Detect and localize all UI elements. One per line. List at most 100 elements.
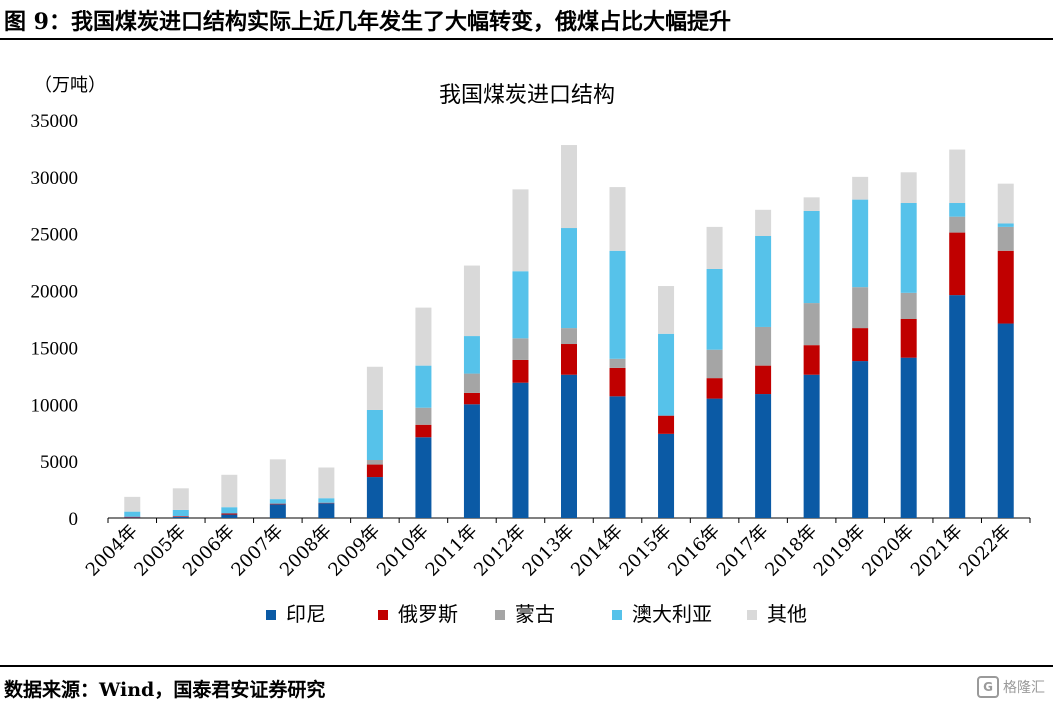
bar-segment-印尼 (269, 504, 286, 518)
chart-title: 我国煤炭进口结构 (439, 83, 615, 108)
bar-segment-印尼 (318, 503, 335, 518)
x-tick-label: 2007年 (227, 521, 287, 581)
bar-segment-澳大利亚 (318, 498, 335, 503)
bar-segment-蒙古 (852, 287, 869, 329)
bar-segment-蒙古 (366, 460, 383, 465)
y-tick-label: 0 (69, 509, 79, 530)
bar-segment-澳大利亚 (803, 210, 820, 304)
legend-label: 澳大利亚 (632, 602, 712, 626)
bar-segment-其他 (463, 265, 480, 337)
bar-segment-其他 (803, 197, 820, 211)
watermark-logo-icon: G (977, 676, 999, 698)
bar-segment-蒙古 (512, 338, 529, 360)
bar-segment-其他 (366, 366, 383, 410)
bar-segment-澳大利亚 (269, 499, 286, 504)
bar-segment-俄罗斯 (900, 319, 917, 358)
bar-segment-澳大利亚 (463, 336, 480, 374)
bar-segment-澳大利亚 (997, 223, 1014, 227)
bar-segment-其他 (172, 488, 189, 510)
bar-segment-俄罗斯 (561, 344, 577, 375)
x-tick-label: 2006年 (179, 521, 239, 581)
x-tick-label: 2020年 (858, 521, 918, 581)
bar-segment-俄罗斯 (512, 359, 529, 383)
bar-segment-澳大利亚 (658, 333, 675, 416)
bar-segment-其他 (852, 176, 869, 200)
bar-segment-俄罗斯 (172, 516, 189, 517)
bar-segment-其他 (269, 459, 286, 500)
figure-title: 图 9：我国煤炭进口结构实际上近几年发生了大幅转变，俄煤占比大幅提升 (4, 9, 731, 35)
bar-segment-印尼 (561, 374, 577, 518)
figure-header: 图 9：我国煤炭进口结构实际上近几年发生了大幅转变，俄煤占比大幅提升 (0, 0, 1053, 40)
bar-segment-其他 (124, 496, 141, 512)
bar-segment-澳大利亚 (561, 228, 577, 329)
bar-segment-蒙古 (900, 292, 917, 319)
bar-segment-印尼 (706, 398, 723, 518)
bar-segment-澳大利亚 (415, 365, 432, 408)
bar-segment-其他 (512, 189, 529, 272)
bar-segment-澳大利亚 (900, 203, 917, 293)
bar-segment-澳大利亚 (609, 250, 626, 359)
bar-segment-其他 (900, 172, 917, 204)
bar-segment-俄罗斯 (221, 513, 238, 515)
bar-segment-澳大利亚 (221, 507, 238, 514)
bar-segment-印尼 (221, 514, 238, 518)
bar-segment-俄罗斯 (706, 378, 723, 399)
bar-segment-印尼 (366, 477, 383, 518)
bar-segment-蒙古 (415, 407, 432, 425)
bar-segment-其他 (561, 145, 577, 229)
bar-segment-印尼 (803, 374, 820, 518)
bar-segment-蒙古 (561, 328, 577, 345)
y-tick-label: 25000 (31, 225, 79, 246)
legend-swatch-俄罗斯 (378, 610, 388, 620)
watermark: G 格隆汇 (977, 676, 1045, 698)
x-tick-label: 2016年 (664, 521, 724, 581)
bar-segment-印尼 (609, 396, 626, 518)
top-rule (0, 38, 1053, 40)
bar-segment-印尼 (852, 361, 869, 518)
bar-segment-其他 (318, 467, 335, 499)
bar-segment-俄罗斯 (269, 503, 286, 505)
x-tick-label: 2022年 (955, 521, 1015, 581)
bar-segment-其他 (221, 474, 238, 508)
legend-swatch-澳大利亚 (612, 610, 622, 620)
stacked-bar-chart: 我国煤炭进口结构 0 5000 10000 15000 20000 25000 30000 35… (31, 83, 1031, 626)
x-tick-label: 2015年 (616, 521, 676, 581)
legend-label: 其他 (767, 602, 807, 626)
bar-segment-印尼 (755, 394, 772, 518)
bar-segment-印尼 (415, 437, 432, 518)
legend-swatch-其他 (747, 610, 757, 620)
bar-segment-俄罗斯 (658, 415, 675, 434)
y-tick-label: 20000 (31, 282, 79, 303)
bar-segment-澳大利亚 (124, 511, 141, 517)
bar-segment-印尼 (172, 516, 189, 518)
x-tick-label: 2005年 (130, 521, 190, 581)
bar-segment-印尼 (997, 323, 1014, 518)
legend-label: 俄罗斯 (398, 602, 458, 626)
x-tick-label: 2014年 (567, 521, 627, 581)
data-source: 数据来源：Wind，国泰君安证券研究 (4, 679, 326, 701)
x-tick-label: 2009年 (324, 521, 384, 581)
bar-segment-澳大利亚 (512, 271, 529, 339)
bar-segment-俄罗斯 (415, 424, 432, 438)
bar-segment-蒙古 (949, 216, 966, 233)
bar-segment-澳大利亚 (852, 199, 869, 288)
legend-swatch-蒙古 (495, 610, 505, 620)
bar-segment-蒙古 (463, 373, 480, 393)
bar-segment-蒙古 (997, 226, 1014, 251)
bar-segment-澳大利亚 (706, 268, 723, 350)
bar-segment-印尼 (900, 357, 917, 518)
bar-segment-澳大利亚 (172, 509, 189, 517)
bar-segment-其他 (609, 187, 626, 251)
bar-segment-蒙古 (609, 358, 626, 368)
legend-label: 蒙古 (515, 602, 555, 626)
bar-segment-其他 (706, 226, 723, 269)
bar-segment-蒙古 (755, 326, 772, 366)
bar-segment-澳大利亚 (755, 235, 772, 327)
bar-segment-其他 (949, 149, 966, 204)
bar-segment-印尼 (512, 382, 529, 518)
bar-segment-澳大利亚 (366, 409, 383, 461)
bar-segment-俄罗斯 (852, 328, 869, 362)
bar-segment-印尼 (463, 404, 480, 518)
x-tick-label: 2004年 (82, 521, 142, 581)
bar-segment-俄罗斯 (609, 367, 626, 397)
